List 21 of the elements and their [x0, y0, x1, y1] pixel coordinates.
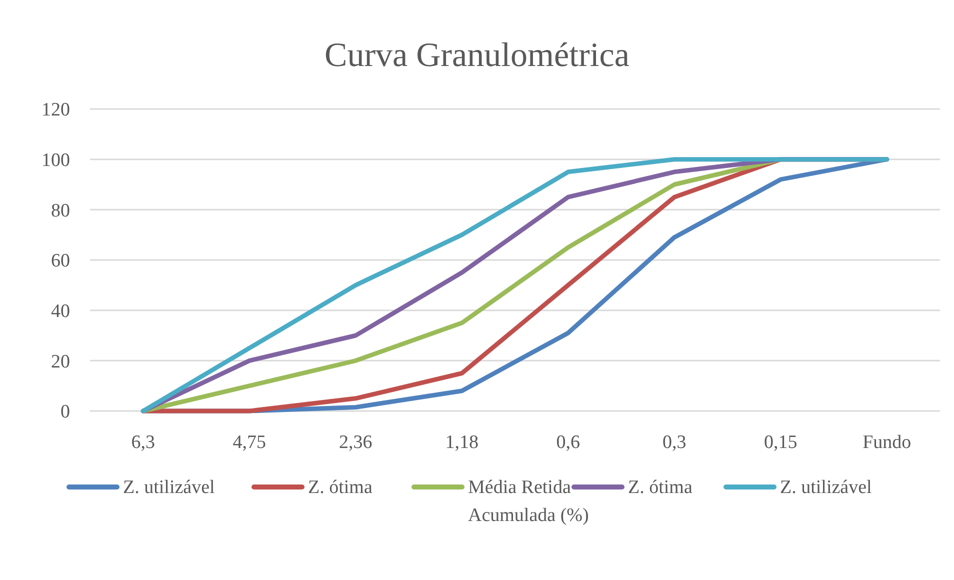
legend-label: Z. ótima	[308, 477, 373, 498]
legend-label: Z. utilizável	[780, 477, 872, 498]
x-tick-label: 2,36	[339, 432, 372, 453]
legend-label: Z. utilizável	[123, 477, 215, 498]
y-tick-label: 40	[51, 300, 70, 322]
x-tick-label: 0,15	[764, 432, 798, 453]
x-tick-label: 0,3	[662, 432, 686, 453]
y-tick-label: 120	[42, 100, 70, 121]
chart-title: Curva Granulométrica	[324, 37, 630, 74]
x-tick-label: 1,18	[445, 432, 478, 453]
legend-label: Média Retida Acumulada (%)	[468, 477, 589, 526]
y-tick-label: 0	[60, 402, 70, 423]
y-tick-label: 60	[51, 250, 70, 272]
x-tick-label: 4,75	[232, 432, 266, 453]
x-tick-label: 6,3	[131, 432, 155, 453]
x-tick-label: 0,6	[556, 432, 580, 453]
x-tick-label: Fundo	[862, 432, 912, 453]
y-tick-label: 20	[51, 351, 70, 372]
legend-label: Z. ótima	[628, 477, 693, 498]
y-tick-label: 100	[42, 150, 70, 171]
y-tick-label: 80	[51, 200, 70, 222]
